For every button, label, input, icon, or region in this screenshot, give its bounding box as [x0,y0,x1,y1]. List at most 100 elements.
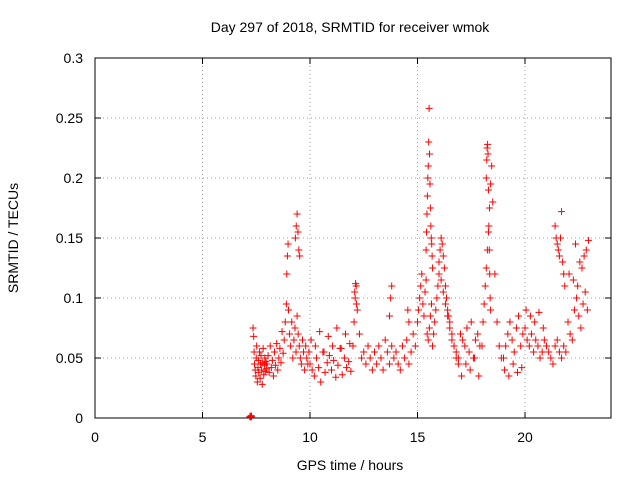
data-point [536,354,544,362]
data-point [478,342,486,350]
data-point [398,342,406,350]
data-point [441,300,449,308]
data-point [437,276,445,284]
data-point [388,282,396,290]
data-point [338,371,346,379]
data-point [355,330,363,338]
data-point [277,359,285,367]
data-point [487,306,495,314]
data-point [461,342,469,350]
data-point [555,348,563,356]
data-point [437,234,445,242]
data-point [358,354,366,362]
data-point [423,210,431,218]
data-point [501,366,509,374]
data-point [555,252,563,260]
data-point [294,228,302,236]
data-point [305,348,313,356]
data-point [448,336,456,344]
data-point [362,360,370,368]
data-point [482,264,490,272]
data-point [265,368,273,376]
data-point [292,348,300,356]
data-point [450,342,458,350]
data-point [330,356,338,364]
data-point [431,318,439,326]
data-point [531,318,539,326]
data-point [500,354,507,362]
data-point [486,270,494,278]
data-point [573,294,581,302]
data-point [553,336,561,344]
data-point [441,282,449,290]
y-tick-label: 0.05 [56,350,83,366]
data-point [543,342,550,350]
data-point [452,354,460,362]
data-point [486,294,494,302]
data-point [459,336,467,344]
data-point [534,342,542,350]
data-point [295,342,303,350]
data-point [317,378,325,386]
data-point [427,234,435,242]
data-point [375,342,383,350]
y-tick-label: 0.3 [64,50,84,66]
y-axis-label: SRMTID / TECUs [5,183,21,293]
data-point [273,340,281,348]
data-point [426,312,434,320]
data-point [252,372,260,380]
data-point [484,228,492,236]
data-point [554,246,562,254]
data-point [349,342,357,350]
data-point [405,360,413,368]
data-point [351,288,359,296]
data-point [405,318,413,326]
data-point [509,360,517,368]
data-point [293,312,301,320]
y-tick-label: 0.25 [56,110,83,126]
data-point [565,270,573,278]
data-point [426,180,434,188]
data-point [424,174,432,182]
data-point [564,318,572,326]
data-point [561,282,569,290]
data-point [467,318,475,326]
x-tick-label: 15 [410,429,426,445]
data-point [267,364,275,372]
data-point [475,372,483,380]
data-point [371,348,378,356]
data-point [407,348,415,356]
data-point [303,354,311,362]
data-point [525,342,533,350]
data-point [345,358,353,366]
data-point [258,380,266,388]
data-point [504,330,512,338]
data-point [423,228,431,236]
data-point [282,300,290,308]
data-point [568,336,576,344]
data-point [575,312,583,320]
data-point [334,361,342,369]
data-point [248,413,256,421]
data-point [283,252,291,260]
data-point [353,306,361,314]
data-point [311,342,319,350]
data-point [377,354,385,362]
data-point [457,330,464,338]
data-point [545,348,553,356]
data-point [394,360,402,368]
data-point [523,336,531,344]
data-point [577,324,585,332]
data-point [366,354,374,362]
data-point [428,252,436,260]
data-point [268,356,276,364]
data-point [421,288,429,296]
data-point [285,306,292,314]
data-point [489,198,497,206]
data-point [482,174,490,182]
data-point [510,348,518,356]
y-tick-label: 0 [75,410,83,426]
data-point [259,344,267,352]
data-point [487,180,495,188]
data-point [495,342,503,350]
